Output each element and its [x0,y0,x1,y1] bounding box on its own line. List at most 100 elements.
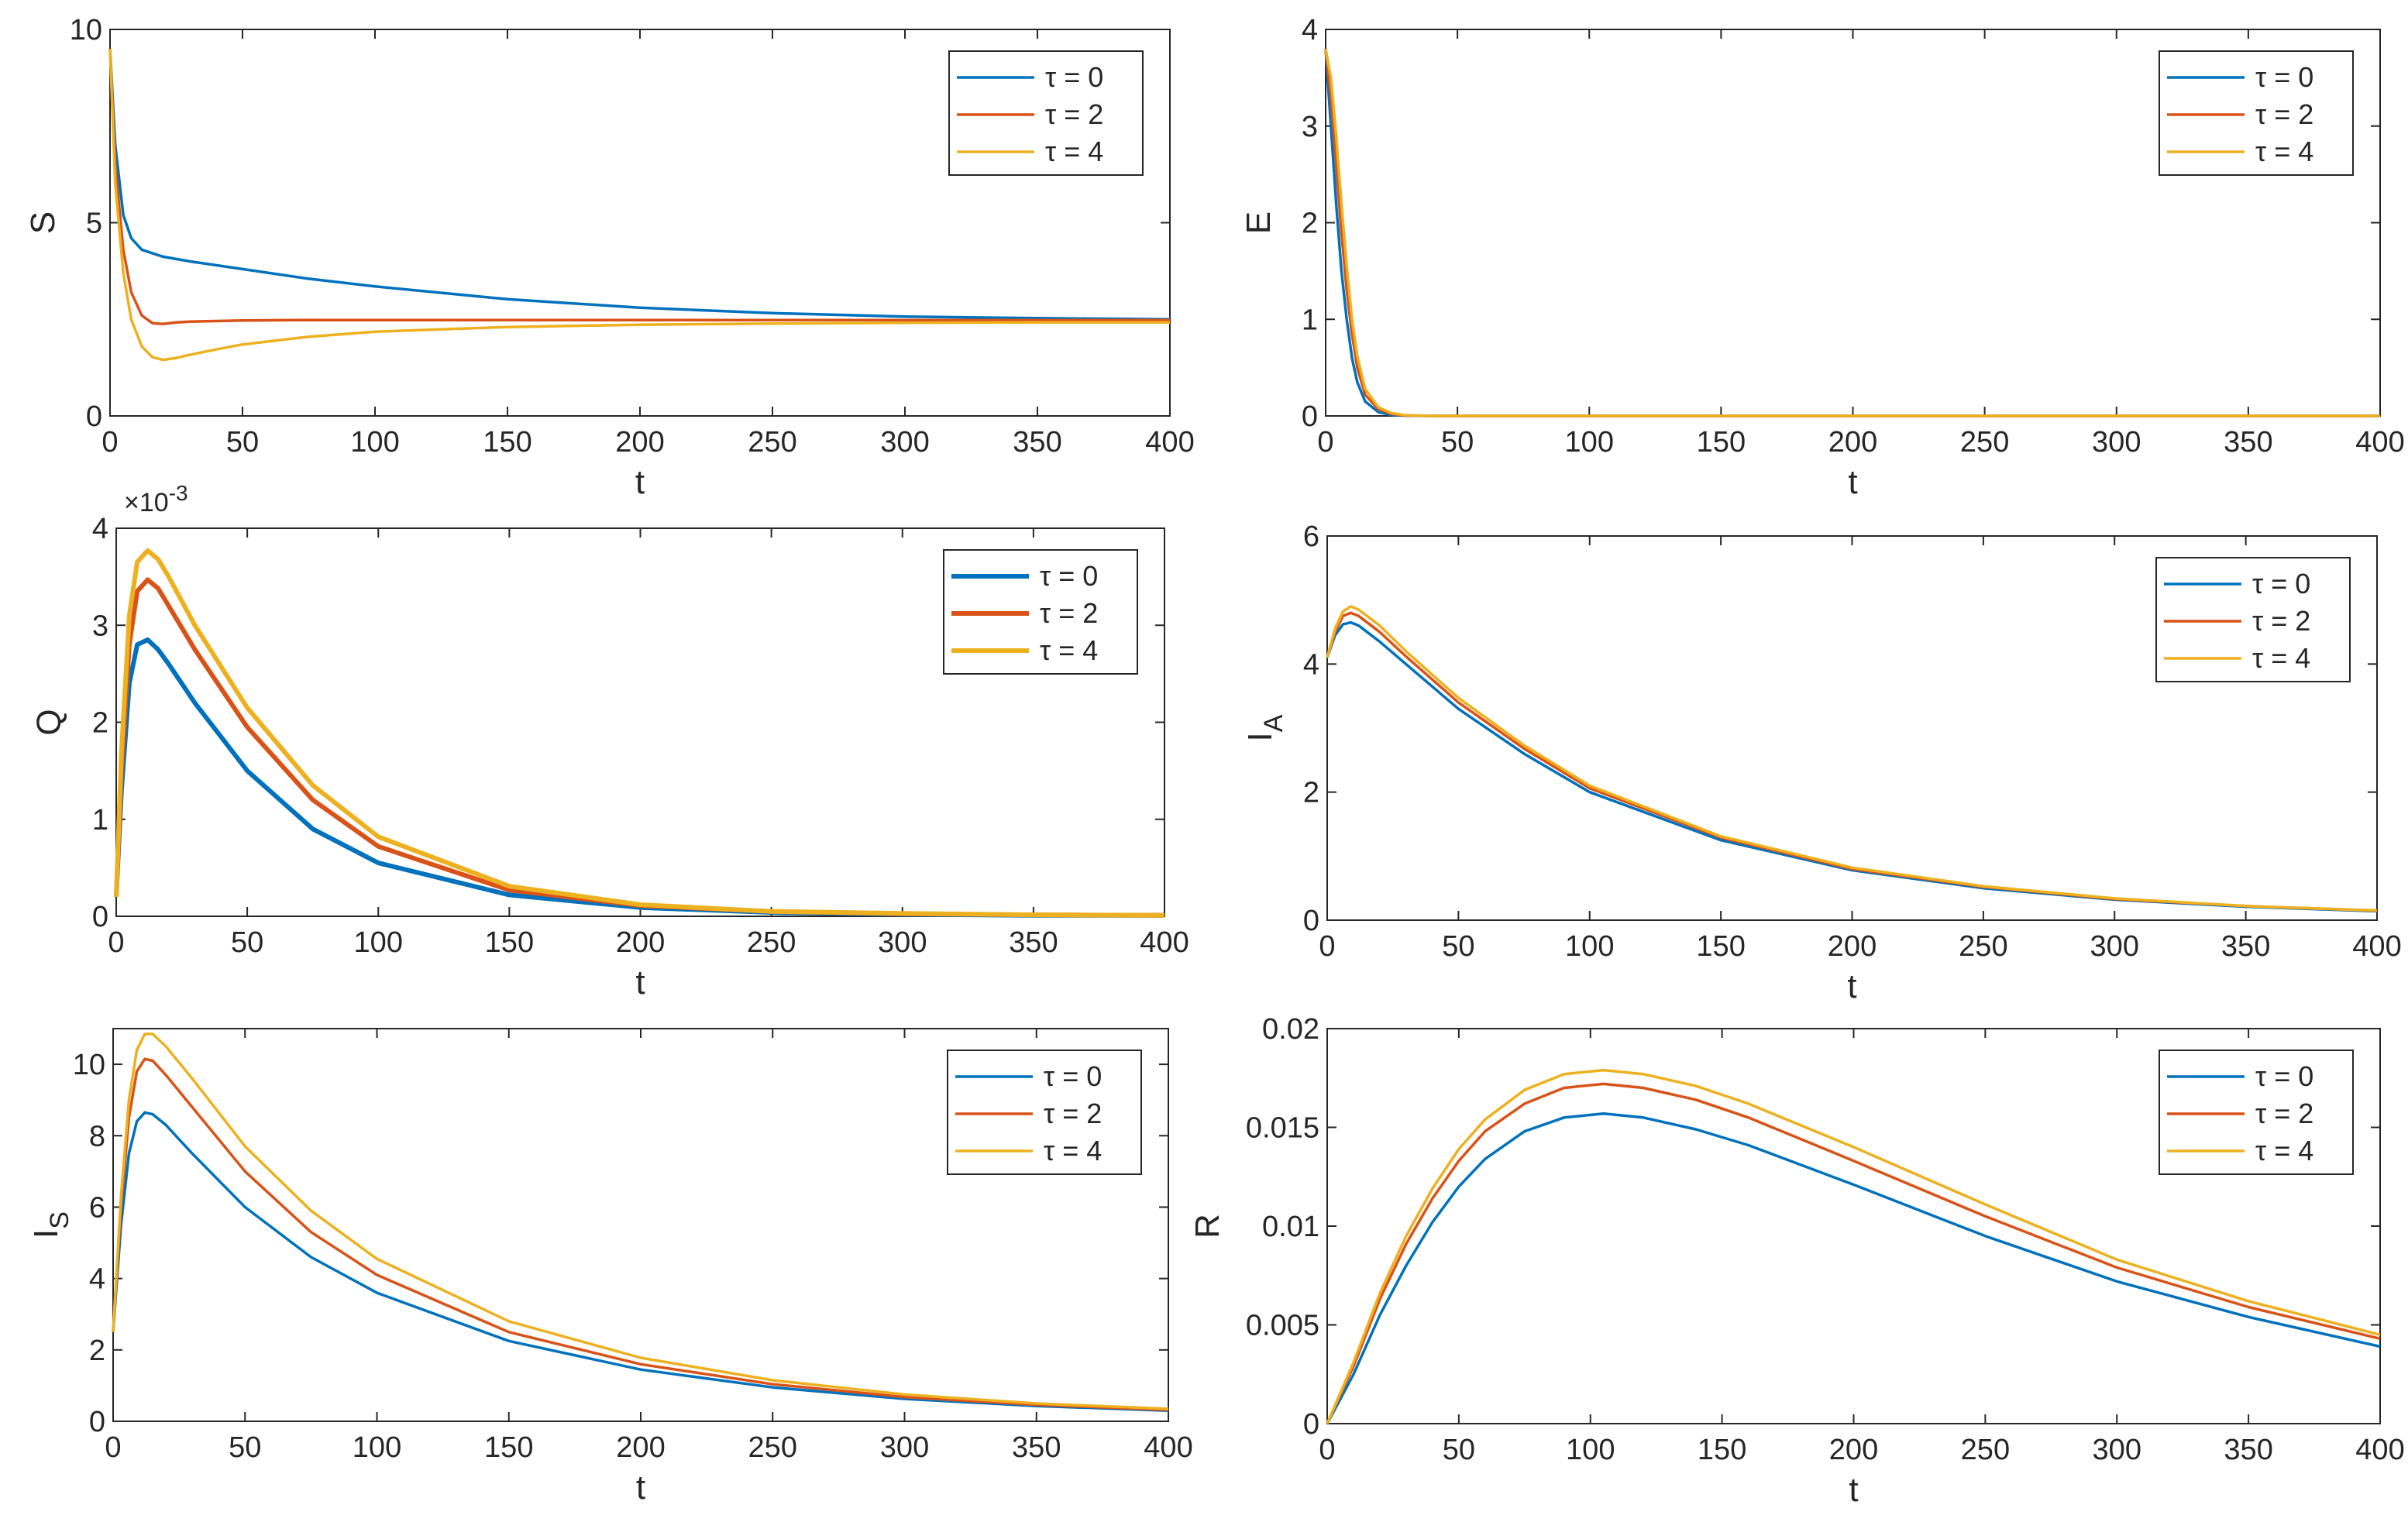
x-tick-label: 0 [1317,426,1333,459]
series-line-tau-0 [108,48,1171,321]
series-line-tau-4 [1326,605,2378,912]
series-line-tau-2 [112,1057,1169,1412]
x-tick-label: 100 [1566,1434,1615,1466]
x-tick-label: 100 [350,426,399,459]
x-tick-label: 250 [748,1431,797,1464]
y-tick-label: 1 [92,804,108,837]
x-tick-label: 350 [1009,926,1058,959]
y-tick-label: 3 [1302,111,1318,143]
y-tick-label: 4 [1303,648,1319,681]
x-tick-label: 50 [229,1431,261,1464]
chart-panel-S: 0 50 100 150 200 250 300 350 400 0 5 10 t Sτ = 0 τ = 2… [24,14,1195,501]
legend-box [2159,1050,2354,1175]
x-tick-label: 200 [616,926,665,959]
y-tick-label: 10 [73,1049,105,1081]
legend: τ = 0 τ = 2 τ = 4 [948,50,1144,176]
legend-label-tau-4: τ = 4 [1045,136,1103,167]
x-axis-label: t [1848,463,1857,501]
x-tick-label: 400 [1145,426,1194,459]
legend-label-tau-4: τ = 4 [1044,1135,1102,1166]
x-tick-label: 300 [878,926,927,959]
x-tick-label: 350 [1013,426,1061,459]
x-tick-label: 50 [231,926,263,959]
series-line-tau-2 [108,48,1170,325]
x-tick-label: 350 [2224,1434,2272,1466]
legend-label-tau-4: τ = 4 [2252,642,2310,674]
y-tick-label: 0 [86,400,102,433]
x-tick-label: 250 [747,926,796,959]
x-tick-label: 150 [1698,1434,1746,1466]
x-tick-label: 0 [105,1431,121,1464]
y-tick-label: 6 [1303,521,1319,553]
legend: τ = 0 τ = 2 τ = 4 [2155,557,2351,682]
y-tick-label: 1 [1302,304,1318,336]
series-line-tau-4 [1324,48,2380,417]
x-tick-label: 300 [880,426,929,459]
y-tick-label: 10 [70,14,102,46]
chart-panel-R: 0 50 100 150 200 250 300 350 400 0 0.005 0.01 0.015 0… [1189,1013,2405,1509]
x-tick-label: 100 [1565,930,1614,963]
x-tick-label: 350 [2224,426,2272,459]
x-tick-label: 250 [748,426,796,459]
x-axis-label: t [1849,1471,1858,1509]
x-tick-label: 50 [1443,1434,1475,1466]
x-tick-label: 200 [616,1431,665,1464]
y-tick-label: 0 [89,1406,105,1438]
y-axis-label-main: I [27,1229,65,1239]
x-tick-label: 400 [2355,1434,2404,1466]
x-axis-label: t [636,1469,645,1507]
series-line-tau-4 [114,548,1165,918]
legend-label-tau-2: τ = 2 [2252,605,2310,637]
x-tick-label: 150 [1697,426,1746,459]
x-tick-label: 300 [2090,930,2139,963]
y-tick-label: 2 [92,707,108,740]
legend-label-tau-4: τ = 4 [2255,136,2313,167]
y-tick-label: 0.005 [1246,1310,1319,1342]
legend: τ = 0 τ = 2 τ = 4 [943,549,1138,675]
x-tick-label: 0 [101,426,118,459]
y-tick-label: 5 [86,208,102,240]
x-tick-label: 100 [1565,426,1614,459]
y-axis-label-main: E [1240,211,1278,234]
x-tick-label: 150 [484,1431,533,1464]
y-axis-label-main: I [1241,732,1279,741]
x-tick-label: 300 [2093,1434,2141,1466]
x-tick-label: 400 [1144,1431,1192,1464]
legend-box [2159,50,2354,176]
y-axis-label: Q [30,709,68,735]
legend-label-tau-4: τ = 4 [1040,634,1098,666]
legend-label-tau-4: τ = 4 [2255,1135,2313,1166]
legend-box [948,50,1144,176]
y-tick-label: 6 [89,1191,105,1224]
x-tick-label: 250 [1959,930,2007,963]
legend-label-tau-0: τ = 0 [2252,568,2310,600]
x-tick-label: 150 [1696,930,1745,963]
x-tick-label: 350 [1012,1431,1061,1464]
legend-box [947,1050,1142,1175]
x-tick-label: 200 [1829,1434,1878,1466]
x-tick-label: 100 [353,1431,401,1464]
y-tick-label: 2 [1302,208,1318,240]
y-tick-label: 0.01 [1262,1211,1319,1243]
y-axis-multiplier: ×10-3 [124,481,188,517]
y-tick-label: 4 [1302,14,1318,46]
x-tick-label: 400 [2352,930,2401,963]
legend: τ = 0 τ = 2 τ = 4 [2159,1050,2354,1175]
y-tick-label: 0 [1303,905,1319,937]
y-axis-label-subscript: S [45,1211,74,1229]
legend-label-tau-2: τ = 2 [2255,1098,2313,1129]
y-axis-label-subscript: A [1259,714,1288,732]
series-line-tau-0 [1326,1111,2381,1424]
y-axis-label: R [1189,1214,1226,1239]
x-tick-label: 100 [354,926,403,959]
legend: τ = 0 τ = 2 τ = 4 [2159,50,2354,176]
y-axis-label: IS [27,1211,74,1239]
x-axis-label: t [635,964,645,1001]
x-tick-label: 50 [1441,426,1474,459]
x-tick-label: 400 [2355,426,2404,459]
y-axis-multiplier-base: ×10 [124,488,169,517]
